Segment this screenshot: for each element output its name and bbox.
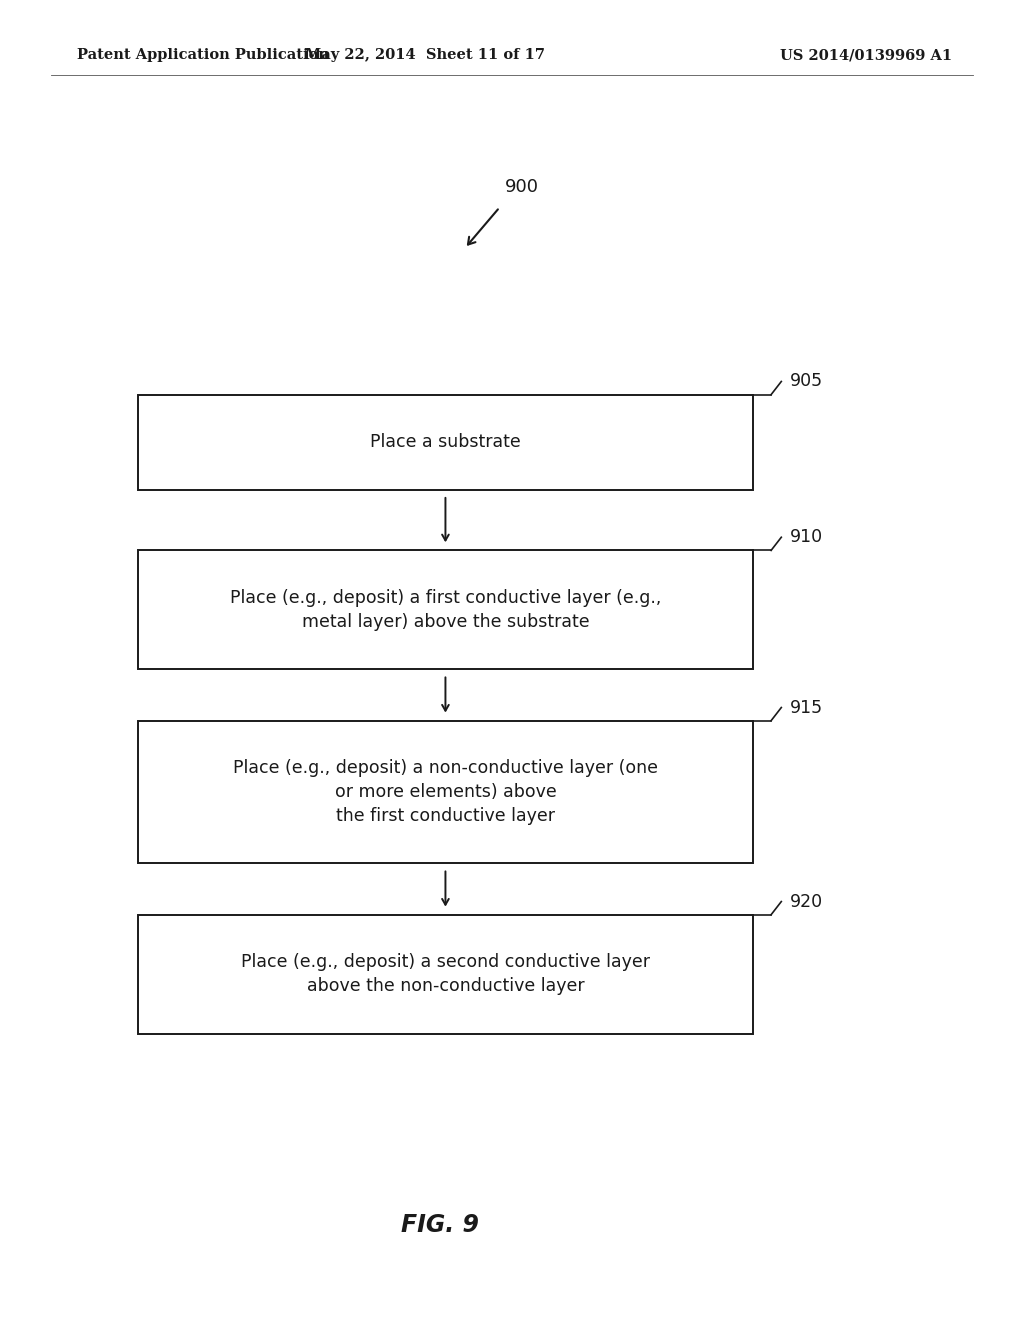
Bar [138, 915, 753, 1034]
Text: May 22, 2014  Sheet 11 of 17: May 22, 2014 Sheet 11 of 17 [305, 49, 545, 62]
Text: Patent Application Publication: Patent Application Publication [77, 49, 329, 62]
Text: 905: 905 [790, 372, 822, 391]
Text: Place (e.g., deposit) a non-conductive layer (one
or more elements) above
the fi: Place (e.g., deposit) a non-conductive l… [232, 759, 658, 825]
Bar [138, 721, 753, 863]
Text: 915: 915 [790, 698, 822, 717]
Text: Place (e.g., deposit) a first conductive layer (e.g.,
metal layer) above the sub: Place (e.g., deposit) a first conductive… [229, 589, 662, 631]
Text: 910: 910 [790, 528, 822, 546]
Text: Place a substrate: Place a substrate [370, 433, 521, 451]
Bar [138, 550, 753, 669]
Text: US 2014/0139969 A1: US 2014/0139969 A1 [780, 49, 952, 62]
Bar [138, 395, 753, 490]
Text: Place (e.g., deposit) a second conductive layer
above the non-conductive layer: Place (e.g., deposit) a second conductiv… [241, 953, 650, 995]
Text: FIG. 9: FIG. 9 [401, 1213, 479, 1237]
Text: 900: 900 [505, 178, 540, 197]
Text: 920: 920 [790, 892, 822, 911]
